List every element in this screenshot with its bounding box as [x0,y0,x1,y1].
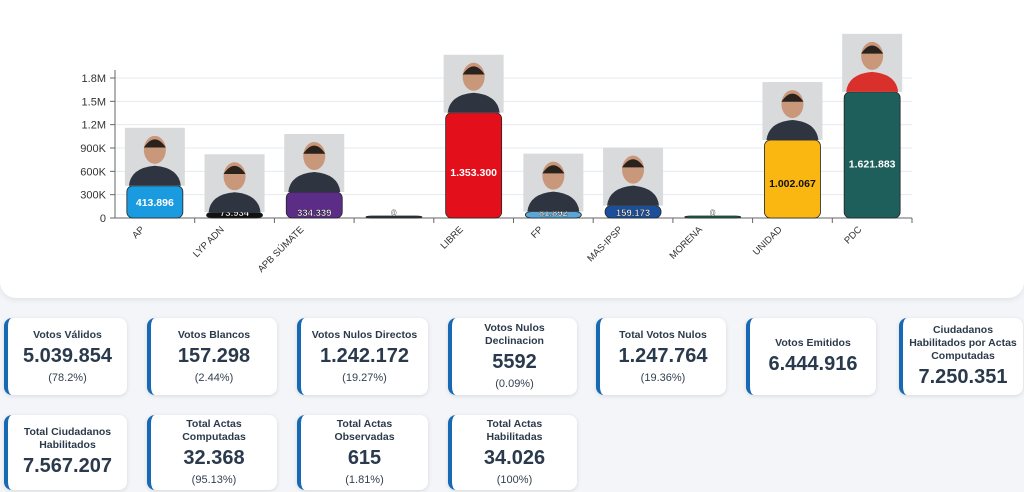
stat-value: 157.298 [177,344,251,367]
stat-label: Votos Blancos [177,328,251,341]
bar-value-label: 0 [710,208,715,219]
stat-percent: (19.27%) [342,371,387,384]
stat-label: Votos Válidos [33,328,102,341]
candidate-photo [523,153,584,212]
y-tick-label: 900K [80,143,106,155]
stat-card-total-actas-computadas: Total Actas Computadas 32.368 (95.13%) [147,415,277,490]
x-tick-label: APB SÚMATE [256,224,307,275]
candidate-photo [443,54,504,113]
bar [365,215,423,219]
y-tick-label: 0 [100,213,106,225]
y-tick-label: 600K [80,166,106,178]
bar-value-label: 334.339 [297,208,331,219]
y-tick-label: 1.2M [82,120,106,132]
stat-value: 7.567.207 [23,455,112,477]
candidate-photo [842,33,903,92]
results-chart-panel: 0 300K 600K 900K 1.2M 1.5M 1.8M AP 413.896 LYP AD… [0,0,1024,298]
x-tick-label: LIBRE [439,224,466,251]
stat-value: 6.444.916 [768,352,858,375]
stat-card-ciudadanos-habilitados-actas: Ciudadanos Habilitados por Actas Computa… [899,318,1023,395]
stat-label: Total Actas Observadas [334,418,395,443]
stat-value: 1.242.172 [320,344,409,367]
y-tick-label: 300K [80,190,106,202]
stat-percent: (1.81%) [345,474,384,486]
candidate-photo [284,133,345,192]
stat-label: Total Actas Computadas [182,418,246,443]
bar-value-label: 73.934 [220,208,250,219]
bar-value-label: 1.621.883 [849,159,896,171]
stat-card-votos-validos: Votos Válidos 5.039.854 (78.2%) [4,318,127,395]
stat-value: 615 [347,447,382,469]
y-tick-label: 1.5M [82,96,106,108]
stat-card-total-votos-nulos: Total Votos Nulos 1.247.764 (19.36%) [596,318,726,395]
x-tick-label: PDC [842,224,864,246]
stat-value: 32.368 [183,447,245,469]
stat-percent: (95.13%) [191,474,237,486]
bar [445,112,503,219]
stat-value: 7.250.351 [918,365,1008,388]
stat-card-votos-nulos-directos: Votos Nulos Directos 1.242.172 (19.27%) [297,318,428,395]
stat-percent: (2.44%) [194,371,234,384]
bar-value-label: 1.353.300 [450,167,497,179]
candidate-photo [204,154,265,213]
bar-value-label: 1.002.067 [769,178,816,190]
stat-card-votos-emitidos: Votos Emitidos 6.444.916 [746,318,876,395]
stat-percent: (19.36%) [640,371,686,384]
x-tick-label: UNIDAD [751,224,785,258]
bar-value-label: 159.173 [616,208,650,219]
stat-label: Votos Emitidos [775,336,851,349]
stat-percent: (100%) [496,474,533,486]
stat-percent: (0.09%) [495,378,534,390]
candidate-photo [762,82,823,141]
bar [684,215,742,219]
stat-label: Votos Nulos Declinacion [484,322,545,347]
bar [843,91,901,219]
stat-value: 1.247.764 [618,344,708,367]
stat-card-total-actas-observadas: Total Actas Observadas 615 (1.81%) [297,415,428,490]
bar-value-label: 413.896 [136,197,174,209]
stat-label: Total Actas Habilitadas [486,418,543,443]
x-tick-label: LYP ADN [191,224,227,260]
bar-value-label: 81.892 [539,208,568,219]
stat-label: Total Votos Nulos [619,328,707,341]
stat-card-total-actas-habilitadas: Total Actas Habilitadas 34.026 (100%) [448,415,577,490]
stat-value: 5592 [492,351,537,373]
x-tick-label: FP [529,224,545,240]
x-tick-label: AP [130,224,147,241]
stat-label: Ciudadanos Habilitados por Actas Computa… [909,323,1017,362]
stat-percent: (78.2%) [48,371,87,384]
stat-value: 34.026 [483,447,546,469]
candidate-photo [124,127,185,186]
x-tick-label: MAS-IPSP [585,224,625,264]
bar-value-label: 0 [391,208,396,219]
votes-bar-chart: 0 300K 600K 900K 1.2M 1.5M 1.8M AP 413.896 LYP AD… [80,33,913,275]
stat-label: Votos Nulos Directos [311,328,418,341]
stat-label: Total Ciudadanos Habilitados [23,426,112,451]
x-tick-label: MORENA [668,224,706,262]
stat-value: 5.039.854 [23,344,112,367]
stat-card-votos-blancos: Votos Blancos 157.298 (2.44%) [147,318,277,395]
stat-card-total-ciudadanos-habilitados: Total Ciudadanos Habilitados 7.567.207 [4,415,127,490]
candidate-photo [603,147,664,206]
y-tick-label: 1.8M [82,73,106,85]
stat-card-votos-nulos-declinacion: Votos Nulos Declinacion 5592 (0.09%) [448,318,577,395]
